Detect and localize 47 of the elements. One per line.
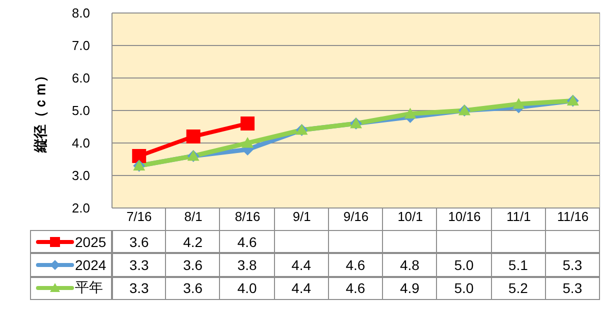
data-label: 4.6 bbox=[346, 280, 366, 296]
y-tick-label: 3.0 bbox=[72, 168, 90, 184]
legend-label: 2024 bbox=[75, 257, 106, 274]
x-tick-label: 10/16 bbox=[448, 209, 481, 224]
point bbox=[512, 98, 525, 109]
data-label: 4.8 bbox=[400, 257, 420, 274]
data-label: 5.3 bbox=[562, 280, 582, 296]
y-tick-label: 6.0 bbox=[72, 70, 90, 86]
data-label: 3.6 bbox=[129, 234, 149, 250]
data-label: 5.2 bbox=[508, 280, 528, 296]
point bbox=[240, 116, 255, 130]
point bbox=[404, 108, 416, 119]
point bbox=[242, 137, 254, 148]
x-tick-label: 11/1 bbox=[506, 209, 531, 224]
data-label: 4.4 bbox=[292, 280, 311, 296]
x-tick-label: 9/16 bbox=[343, 209, 369, 224]
x-tick-label: 8/16 bbox=[234, 209, 260, 224]
legend-label: 2025 bbox=[75, 234, 106, 250]
data-label: 5.3 bbox=[562, 257, 582, 274]
data-label: 5.0 bbox=[454, 257, 474, 274]
y-tick-label: 4.0 bbox=[72, 136, 90, 151]
data-label: 4.6 bbox=[346, 257, 366, 274]
data-label: 3.6 bbox=[183, 280, 203, 296]
x-tick-label: 10/1 bbox=[398, 209, 423, 224]
y-axis-title: 縦径（ｃｍ） bbox=[32, 68, 48, 154]
data-label: 5.0 bbox=[454, 280, 474, 296]
data-label: 4.6 bbox=[237, 234, 257, 250]
data-label: 4.0 bbox=[237, 280, 257, 296]
y-tick-label: 5.0 bbox=[72, 103, 90, 118]
y-tick-label: 2.0 bbox=[72, 200, 90, 216]
y-tick-label: 8.0 bbox=[72, 6, 90, 21]
x-tick-label: 9/1 bbox=[292, 209, 311, 224]
x-tick-label: 8/1 bbox=[184, 209, 202, 224]
data-label: 3.3 bbox=[129, 280, 149, 296]
point bbox=[132, 149, 146, 163]
data-label: 3.8 bbox=[237, 257, 257, 274]
x-tick-label: 11/16 bbox=[557, 209, 589, 224]
point bbox=[186, 130, 200, 144]
y-tick-label: 7.0 bbox=[72, 38, 90, 54]
data-label: 5.1 bbox=[508, 257, 528, 274]
data-label: 4.2 bbox=[183, 234, 203, 250]
legend-label: 平年 bbox=[75, 279, 103, 298]
data-label: 3.6 bbox=[183, 257, 203, 274]
data-label: 4.4 bbox=[292, 257, 311, 274]
data-label: 4.9 bbox=[400, 280, 420, 296]
x-tick-label: 7/16 bbox=[126, 209, 152, 224]
data-label: 3.3 bbox=[129, 257, 149, 274]
